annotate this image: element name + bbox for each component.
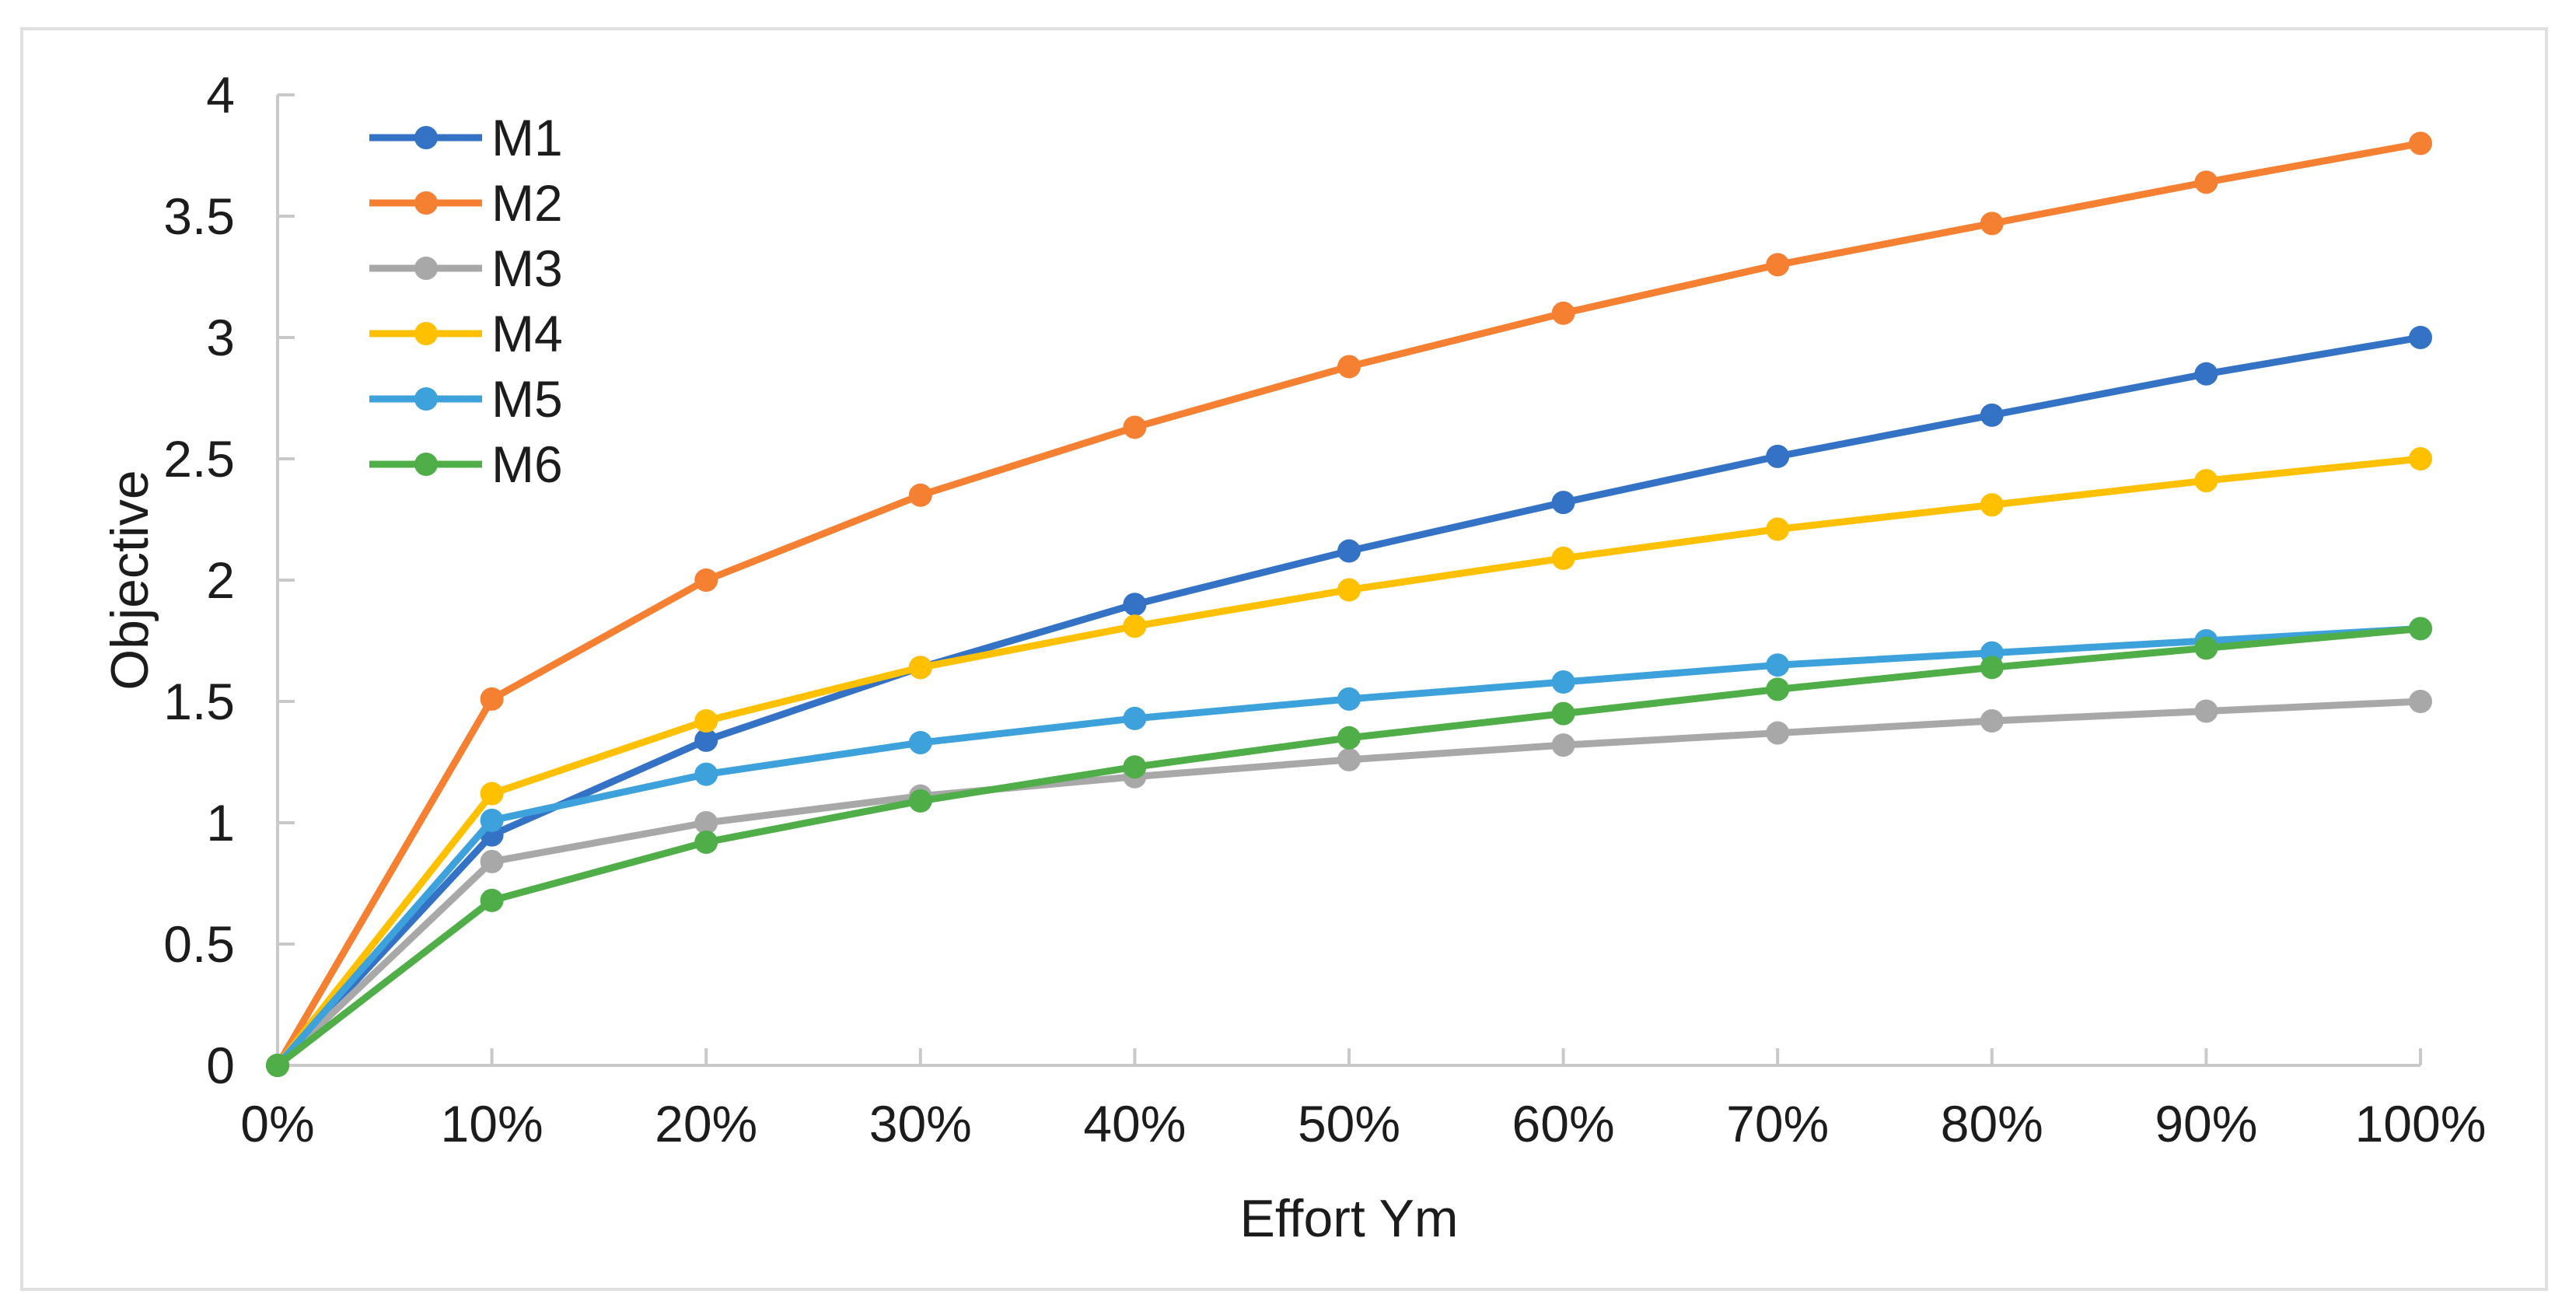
y-tick-label: 0: [206, 1037, 235, 1094]
x-tick-label: 90%: [2155, 1095, 2257, 1152]
data-point-m3: [1766, 721, 1790, 745]
x-tick-label: 40%: [1083, 1095, 1186, 1152]
data-point-m6: [1551, 701, 1575, 726]
legend-marker-m3: [414, 257, 438, 280]
legend-label-m3: M3: [491, 240, 563, 297]
data-point-m3: [694, 811, 718, 834]
legend-marker-m1: [414, 126, 438, 149]
x-tick-label: 80%: [1941, 1095, 2043, 1152]
data-point-m5: [1337, 687, 1361, 711]
x-tick-label: 0%: [240, 1095, 314, 1152]
data-point-m2: [2409, 131, 2432, 156]
data-point-m6: [2409, 617, 2432, 641]
y-tick-label: 1: [206, 794, 235, 852]
data-point-m1: [2194, 362, 2218, 386]
data-point-m5: [908, 731, 932, 755]
data-point-m4: [694, 708, 718, 733]
legend-label-m6: M6: [491, 435, 563, 493]
data-point-m4: [2409, 447, 2432, 470]
data-point-m5: [480, 808, 504, 832]
data-point-m2: [1980, 212, 2004, 236]
y-tick-label: 0.5: [163, 915, 235, 973]
data-point-m6: [694, 830, 718, 854]
data-point-m1: [1337, 539, 1361, 563]
data-point-m1: [1123, 593, 1147, 617]
data-point-m4: [2194, 469, 2218, 493]
data-point-m1: [694, 728, 718, 752]
data-point-m5: [1551, 670, 1575, 694]
legend-label-m4: M4: [491, 305, 563, 362]
x-tick-label: 70%: [1726, 1095, 1829, 1152]
data-point-m2: [1551, 301, 1575, 325]
y-tick-label: 2.5: [163, 430, 235, 488]
data-point-m4: [480, 782, 504, 806]
y-tick-label: 2: [206, 551, 235, 609]
data-point-m4: [1337, 578, 1361, 602]
legend-marker-m6: [414, 453, 438, 476]
data-point-m4: [1980, 493, 2004, 517]
legend-marker-m2: [414, 191, 438, 215]
data-point-m1: [1980, 403, 2004, 427]
y-tick-label: 3: [206, 309, 235, 366]
data-point-m6: [1766, 677, 1790, 701]
data-point-m1: [1766, 444, 1790, 468]
data-point-m4: [1766, 517, 1790, 541]
y-tick-label: 3.5: [163, 187, 235, 245]
data-point-m3: [1980, 708, 2004, 733]
x-axis-title: Effort Ym: [1240, 1189, 1459, 1248]
data-point-m6: [1980, 656, 2004, 680]
data-point-m2: [694, 568, 718, 592]
x-tick-label: 50%: [1298, 1095, 1400, 1152]
data-point-m6: [2194, 636, 2218, 660]
data-point-m6: [480, 888, 504, 912]
y-axis-title: Objective: [100, 470, 159, 690]
data-point-m2: [1337, 355, 1361, 379]
data-point-m2: [1766, 253, 1790, 277]
data-point-m6: [908, 789, 932, 813]
data-point-m3: [1551, 733, 1575, 757]
data-point-m2: [1123, 415, 1147, 439]
y-tick-label: 4: [206, 66, 235, 124]
data-point-m6: [1123, 755, 1147, 779]
data-point-m6: [1337, 726, 1361, 750]
data-point-m2: [2194, 170, 2218, 194]
legend-label-m5: M5: [491, 370, 563, 428]
legend-marker-m5: [414, 387, 438, 411]
data-point-m4: [1551, 546, 1575, 570]
x-tick-label: 10%: [441, 1095, 544, 1152]
data-point-m3: [2194, 699, 2218, 723]
x-tick-label: 30%: [869, 1095, 972, 1152]
data-point-m5: [1123, 706, 1147, 730]
data-point-m3: [1337, 747, 1361, 771]
data-point-m1: [1551, 491, 1575, 515]
data-point-m5: [1766, 653, 1790, 677]
data-point-m3: [480, 849, 504, 873]
data-point-m4: [1123, 614, 1147, 638]
data-point-m6: [266, 1054, 289, 1077]
data-point-m1: [2409, 326, 2432, 349]
data-point-m5: [694, 762, 718, 786]
x-tick-label: 100%: [2355, 1095, 2487, 1152]
x-tick-label: 60%: [1512, 1095, 1615, 1152]
legend-label-m2: M2: [491, 174, 563, 232]
figure-border: [20, 27, 2548, 1291]
legend-label-m1: M1: [491, 109, 563, 166]
data-point-m2: [908, 483, 932, 507]
data-point-m2: [480, 687, 504, 711]
data-point-m4: [908, 656, 932, 680]
data-point-m3: [2409, 690, 2432, 713]
y-tick-label: 1.5: [163, 673, 235, 730]
x-tick-label: 20%: [655, 1095, 757, 1152]
legend-marker-m4: [414, 322, 438, 345]
